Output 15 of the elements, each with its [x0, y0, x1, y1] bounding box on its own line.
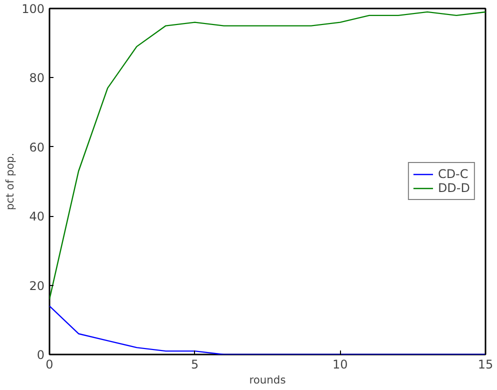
y-axis-title: pct of pop.: [4, 152, 17, 210]
y-tick-label: 80: [29, 71, 45, 86]
x-tick-label: 15: [478, 358, 494, 372]
legend-label: CD-C: [438, 167, 468, 181]
x-tick-label: 10: [332, 358, 348, 372]
x-tick-label: 0: [46, 358, 54, 372]
x-tick-label: 5: [191, 358, 199, 372]
y-tick-label: 20: [29, 278, 45, 293]
y-tick-label: 0: [36, 348, 45, 362]
line-series: [50, 11, 486, 300]
y-tick-label: 100: [22, 2, 44, 16]
y-tick-label: 40: [29, 210, 45, 224]
x-axis-title: rounds: [249, 374, 286, 386]
legend-label: DD-D: [438, 181, 470, 195]
y-tick-label: 60: [29, 140, 45, 154]
